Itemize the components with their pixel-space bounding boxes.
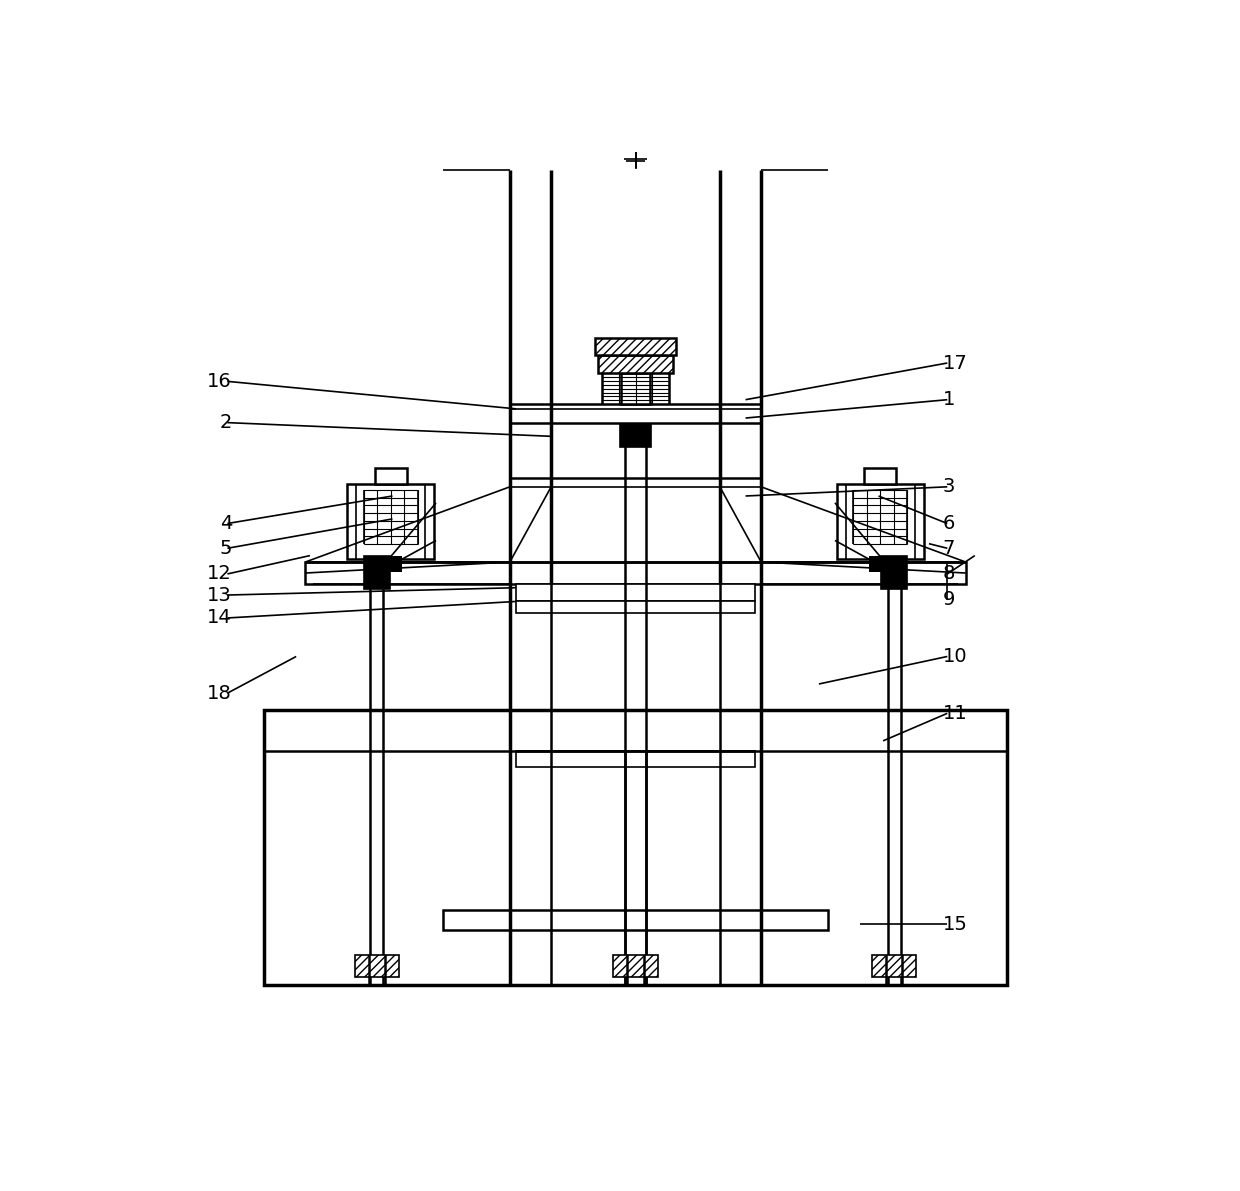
Text: 6: 6 [942, 515, 955, 534]
Bar [614, 954, 657, 978]
Text: 14: 14 [207, 609, 232, 628]
Text: 17: 17 [942, 354, 967, 373]
Text: 8: 8 [942, 565, 955, 584]
Bar [516, 600, 755, 613]
Bar [882, 555, 906, 588]
Text: 1: 1 [942, 391, 955, 410]
Bar [443, 910, 828, 930]
Bar [516, 584, 755, 600]
Bar [595, 338, 676, 355]
Text: 10: 10 [942, 647, 967, 666]
Bar [510, 404, 761, 423]
Bar [355, 954, 399, 978]
Bar [864, 468, 897, 484]
Text: 9: 9 [942, 590, 955, 609]
Bar [365, 555, 389, 588]
Text: 7: 7 [942, 538, 955, 557]
Text: 12: 12 [207, 565, 232, 584]
Bar [516, 752, 755, 767]
Text: 13: 13 [207, 586, 232, 605]
Text: 16: 16 [207, 372, 232, 391]
Text: 15: 15 [942, 915, 967, 934]
Bar [837, 484, 924, 560]
Bar [869, 556, 892, 572]
Bar [374, 468, 407, 484]
Bar [379, 556, 402, 572]
Bar [620, 424, 651, 448]
Bar [347, 484, 434, 560]
Bar [305, 562, 966, 584]
Text: 18: 18 [207, 684, 232, 703]
Text: 4: 4 [219, 515, 232, 534]
Bar [365, 555, 389, 588]
Bar [882, 555, 906, 588]
Bar [621, 373, 650, 404]
Text: 5: 5 [219, 538, 232, 557]
Text: 11: 11 [942, 704, 967, 723]
Text: 2: 2 [219, 413, 232, 432]
Bar [872, 954, 916, 978]
Bar [598, 355, 673, 373]
Text: 3: 3 [942, 478, 955, 497]
Bar [264, 710, 1007, 985]
Bar [620, 424, 651, 448]
